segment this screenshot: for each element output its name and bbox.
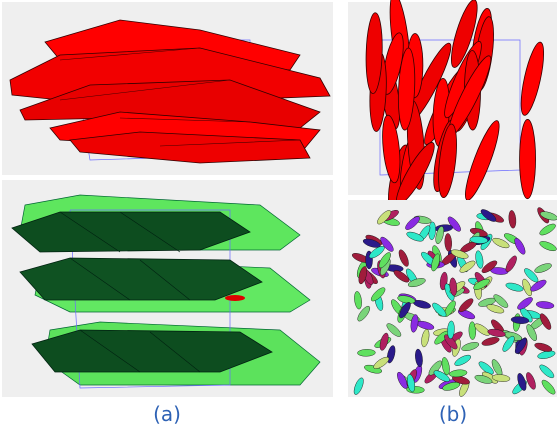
panel-b-top <box>348 0 557 212</box>
panel-a-bottom <box>2 180 333 397</box>
panel-label: (b) <box>413 402 493 426</box>
figure-images <box>0 0 557 400</box>
panel-a-top <box>2 2 333 175</box>
panel-label: (a) <box>127 402 207 426</box>
rod <box>519 119 535 198</box>
panel-b-bottom <box>348 200 557 398</box>
figure: (a) (b) <box>0 0 557 438</box>
